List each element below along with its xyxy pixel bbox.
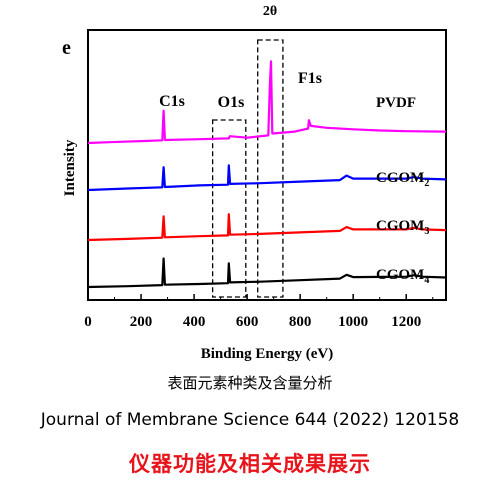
x-tick-label: 1200 xyxy=(391,314,421,330)
x-tick-label: 400 xyxy=(183,314,206,330)
xps-chart: 0 200 400 600 800 1000 1200 PVDF CGOM2 CGOM3 CGOM… xyxy=(62,4,447,362)
x-tick-label: 600 xyxy=(236,314,259,330)
peak-label: F1s xyxy=(298,70,322,87)
series-label-subscript: 2 xyxy=(424,178,429,189)
series-line-cgom2 xyxy=(87,164,447,192)
peak-label: C1s xyxy=(159,93,185,110)
highlight-box xyxy=(211,119,247,298)
series-label: PVDF xyxy=(376,95,416,111)
x-axis-label: Binding Energy (eV) xyxy=(201,346,334,362)
x-tick-label: 200 xyxy=(130,314,153,330)
series-label-subscript: 3 xyxy=(424,226,429,237)
series-line-pvdf xyxy=(87,60,447,145)
panel-label: e xyxy=(62,37,71,59)
plot-frame xyxy=(87,29,447,301)
x-tick-label: 0 xyxy=(84,314,92,330)
series-line-cgom3 xyxy=(87,213,447,242)
top-label: 2θ xyxy=(263,4,277,19)
series-label: CGOM2 xyxy=(376,170,429,189)
peak-label: O1s xyxy=(218,94,245,111)
series-label: CGOM3 xyxy=(376,218,429,237)
caption-analysis: 表面元素种类及含量分析 xyxy=(167,374,333,392)
series-line-cgom4 xyxy=(87,257,447,289)
caption-title: 仪器功能及相关成果展示 xyxy=(129,452,371,476)
x-tick-label: 1000 xyxy=(338,314,368,330)
series-label: CGOM4 xyxy=(376,267,429,286)
x-tick-label: 800 xyxy=(289,314,312,330)
caption-citation: Journal of Membrane Science 644 (2022) 1… xyxy=(40,410,460,430)
y-axis-label: Intensity xyxy=(62,139,78,196)
series-label-subscript: 4 xyxy=(424,275,429,286)
highlight-box xyxy=(257,39,284,298)
